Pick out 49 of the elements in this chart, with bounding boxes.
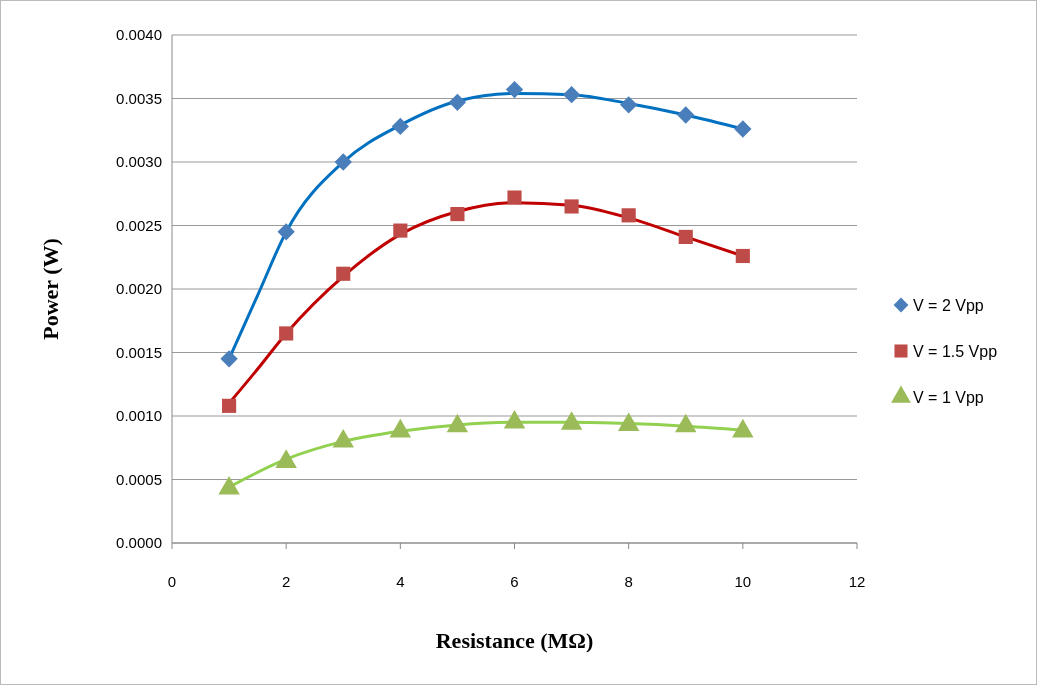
y-tick-label: 0.0000 — [116, 534, 162, 551]
x-axis-title: Resistance (MΩ) — [435, 628, 594, 653]
point — [448, 93, 467, 111]
legend-label: V = 2 Vpp — [913, 297, 984, 314]
y-axis-title: Power (W) — [38, 238, 63, 340]
point — [275, 449, 297, 468]
point — [391, 117, 409, 136]
point — [562, 86, 581, 104]
point — [332, 428, 354, 448]
legend-label: V = 1 Vpp — [913, 389, 984, 406]
point — [218, 475, 240, 495]
point — [732, 418, 754, 438]
point — [393, 223, 408, 238]
x-tick-label: 2 — [281, 573, 291, 590]
point — [446, 413, 469, 433]
point — [734, 120, 752, 138]
y-tick-label: 0.0030 — [116, 153, 162, 170]
x-tick-label: 4 — [396, 573, 405, 590]
x-tick-label: 8 — [624, 573, 633, 590]
point — [560, 411, 583, 430]
point — [389, 418, 412, 438]
point — [620, 96, 638, 114]
legend-label: V = 1.5 Vpp — [913, 343, 998, 360]
point — [564, 199, 579, 214]
point — [279, 326, 294, 341]
point — [617, 412, 640, 432]
y-tick-label: 0.0035 — [116, 89, 162, 107]
point — [678, 229, 693, 244]
y-tick-label: 0.0025 — [116, 216, 162, 234]
point — [675, 413, 697, 433]
point — [621, 208, 636, 223]
y-tick-label: 0.0015 — [116, 343, 162, 361]
point — [507, 190, 522, 205]
point — [677, 106, 695, 124]
x-tick-label: 10 — [734, 573, 752, 590]
point — [503, 409, 526, 429]
x-tick-label: 0 — [167, 573, 177, 590]
point — [735, 248, 750, 264]
point — [505, 80, 524, 99]
x-tick-label: 6 — [510, 573, 519, 590]
y-tick-label: 0.0005 — [116, 470, 162, 488]
point — [334, 153, 352, 171]
y-tick-label: 0.0040 — [116, 26, 162, 43]
point — [336, 266, 351, 281]
x-tick-label: 12 — [848, 573, 866, 590]
point — [277, 223, 295, 241]
point — [450, 207, 465, 222]
y-tick-label: 0.0010 — [116, 407, 162, 424]
y-tick-label: 0.0020 — [116, 280, 162, 297]
